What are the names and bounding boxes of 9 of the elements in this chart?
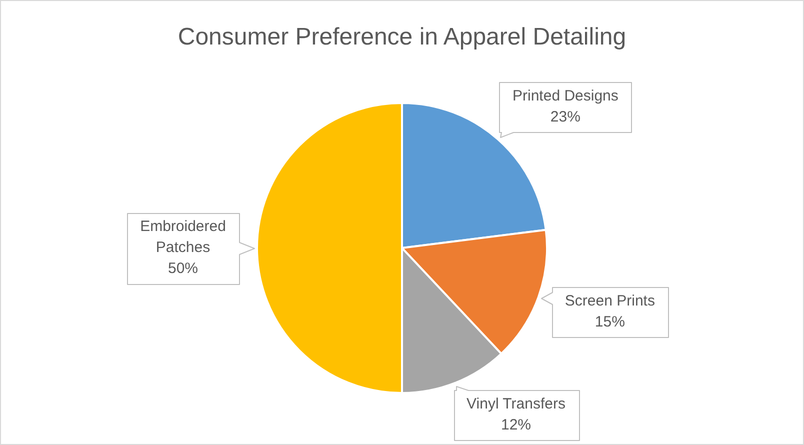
data-label: 12% [500, 416, 532, 434]
data-label: 23% [550, 108, 580, 126]
slice-label: Embroidered Patches [140, 218, 226, 256]
data-label: 50% [168, 260, 198, 278]
slice-label: Screen Prints [564, 292, 655, 310]
slice-label: Vinyl Transfers [466, 396, 566, 413]
slice-label: Printed Designs [512, 88, 618, 105]
data-label: 15% [594, 313, 625, 330]
chart-title: Consumer Preference in Apparel Detailing [178, 24, 626, 51]
